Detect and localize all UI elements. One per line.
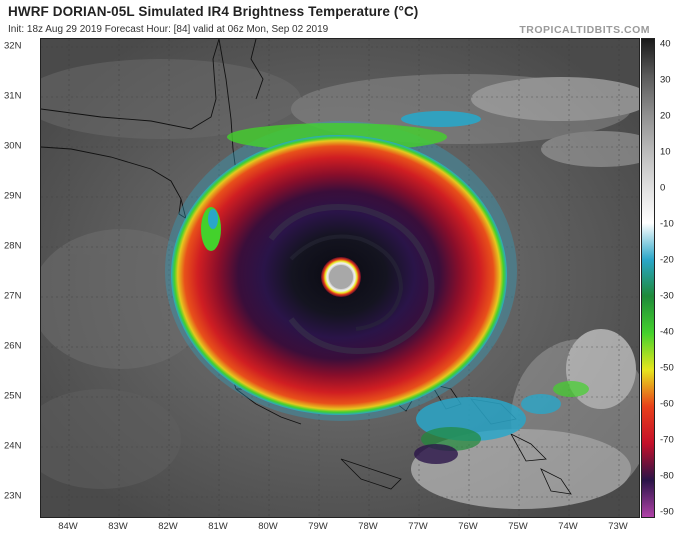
lat-label-31n: 31N bbox=[4, 90, 22, 102]
chart-title: HWRF DORIAN-05L Simulated IR4 Brightness… bbox=[8, 4, 419, 19]
colorbar-label: 30 bbox=[660, 74, 671, 86]
colorbar-label: -80 bbox=[660, 470, 674, 482]
lon-label-84w: 84W bbox=[58, 521, 78, 532]
lat-label-26n: 26N bbox=[4, 340, 22, 352]
colorbar-label: -40 bbox=[660, 326, 674, 338]
colorbar-label: 0 bbox=[660, 182, 666, 194]
lat-label-29n: 29N bbox=[4, 190, 22, 202]
map-canvas bbox=[41, 39, 639, 517]
lat-label-32n: 32N bbox=[4, 40, 22, 52]
lon-label-73w: 73W bbox=[608, 521, 628, 532]
lon-label-74w: 74W bbox=[558, 521, 578, 532]
colorbar-label: 10 bbox=[660, 146, 671, 158]
lat-label-24n: 24N bbox=[4, 440, 22, 452]
satellite-map bbox=[40, 38, 640, 518]
west-convective-cell bbox=[201, 207, 221, 251]
lon-label-82w: 82W bbox=[158, 521, 178, 532]
lon-label-81w: 81W bbox=[208, 521, 228, 532]
lon-label-77w: 77W bbox=[408, 521, 428, 532]
colorbar-label: -10 bbox=[660, 218, 674, 230]
lon-label-80w: 80W bbox=[258, 521, 278, 532]
lon-label-75w: 75W bbox=[508, 521, 528, 532]
lon-label-79w: 79W bbox=[308, 521, 328, 532]
temperature-colorbar bbox=[641, 38, 655, 518]
lon-label-76w: 76W bbox=[458, 521, 478, 532]
lat-label-30n: 30N bbox=[4, 140, 22, 152]
lon-label-78w: 78W bbox=[358, 521, 378, 532]
spiral-bands bbox=[268, 204, 435, 354]
brand-watermark[interactable]: TROPICALTIDBITS.COM bbox=[519, 24, 650, 36]
lon-label-83w: 83W bbox=[108, 521, 128, 532]
southeast-outflow bbox=[414, 381, 589, 464]
lat-label-25n: 25N bbox=[4, 390, 22, 402]
lat-label-28n: 28N bbox=[4, 240, 22, 252]
colorbar-label: -50 bbox=[660, 362, 674, 374]
colorbar-label: 20 bbox=[660, 110, 671, 122]
chart-subtitle: Init: 18z Aug 29 2019 Forecast Hour: [84… bbox=[8, 24, 329, 35]
lat-label-23n: 23N bbox=[4, 490, 22, 502]
colorbar-label: -60 bbox=[660, 398, 674, 410]
colorbar-label: -90 bbox=[660, 506, 674, 518]
colorbar-label: -20 bbox=[660, 254, 674, 266]
colorbar-label: -70 bbox=[660, 434, 674, 446]
lat-label-27n: 27N bbox=[4, 290, 22, 302]
eye-center bbox=[329, 265, 353, 289]
colorbar-label: 40 bbox=[660, 38, 671, 50]
colorbar-label: -30 bbox=[660, 290, 674, 302]
